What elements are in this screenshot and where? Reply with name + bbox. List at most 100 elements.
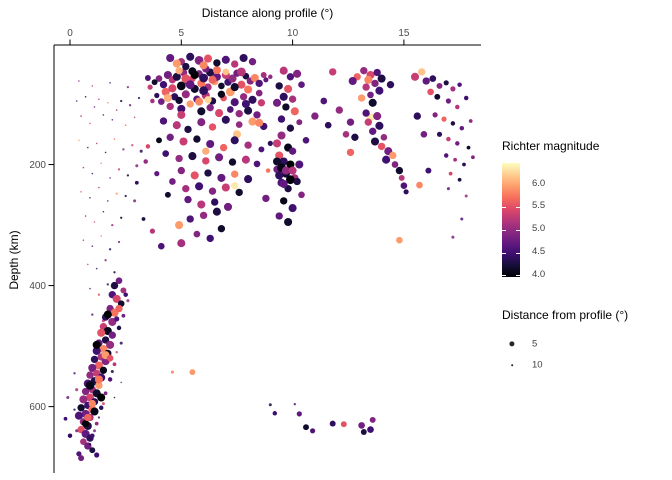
data-point (197, 200, 206, 209)
data-point (453, 157, 457, 162)
data-point (239, 93, 248, 101)
data-point (253, 160, 261, 168)
data-point (208, 75, 217, 84)
color-legend: Richter magnitude 6.0 5.5 5.0 4.5 4.0 (502, 139, 672, 300)
data-point (169, 178, 176, 185)
data-point (179, 137, 188, 146)
colorbar-tick-label: 5.5 (532, 200, 546, 212)
data-point (166, 102, 174, 111)
data-point (199, 73, 209, 83)
data-point (206, 104, 214, 112)
data-point (389, 151, 397, 160)
data-point (369, 416, 376, 423)
data-point (367, 91, 374, 99)
data-point (97, 328, 106, 337)
data-point (115, 192, 118, 195)
data-point (190, 171, 199, 180)
data-point (413, 112, 421, 120)
data-point (124, 124, 127, 126)
data-point (375, 121, 384, 130)
data-point (106, 354, 114, 362)
data-point (75, 429, 79, 433)
data-point (262, 194, 270, 203)
data-point (126, 174, 130, 177)
data-point (103, 391, 108, 396)
data-point (133, 199, 137, 203)
data-point (120, 216, 123, 219)
data-point (133, 116, 136, 119)
data-point (311, 112, 319, 120)
data-point (87, 146, 89, 149)
data-point (199, 86, 209, 96)
axis-lines (53, 44, 481, 473)
data-point (360, 429, 367, 435)
size-legend-label: 5 (532, 338, 538, 350)
data-point (215, 109, 224, 118)
data-point (244, 85, 253, 94)
data-point (89, 447, 96, 454)
data-point (459, 125, 465, 131)
data-point (427, 88, 434, 96)
data-point (377, 142, 386, 151)
data-point (226, 106, 234, 113)
data-point (147, 84, 153, 90)
data-point (445, 98, 451, 104)
data-point (425, 167, 432, 174)
data-point (221, 115, 230, 124)
data-point (218, 82, 225, 90)
data-point (279, 179, 288, 188)
data-point (222, 68, 230, 76)
colorbar-tick (516, 229, 520, 231)
size-legend: Distance from profile (°) 5 10 (502, 308, 672, 398)
data-point (255, 89, 263, 97)
data-point (441, 116, 447, 122)
data-point (244, 175, 253, 184)
data-point (329, 68, 337, 76)
data-point (272, 157, 282, 166)
data-point (443, 80, 449, 86)
data-point (369, 127, 377, 135)
data-point (155, 75, 163, 82)
data-point (217, 90, 226, 98)
data-point (396, 236, 403, 244)
data-point (185, 80, 195, 90)
data-point (346, 148, 355, 157)
y-tick-label: 200 (29, 160, 46, 171)
data-point (364, 118, 372, 126)
data-point (367, 426, 374, 433)
y-tick-label: 400 (29, 281, 46, 292)
data-point (181, 74, 191, 83)
data-point (84, 96, 87, 98)
data-point (149, 228, 155, 234)
data-point (126, 299, 130, 303)
data-point (166, 53, 175, 63)
data-point (78, 455, 85, 462)
data-point (186, 215, 194, 223)
colorbar-tick (502, 207, 506, 209)
data-point (175, 154, 183, 163)
data-point (455, 104, 460, 110)
data-point (248, 95, 257, 104)
x-tick-label: 10 (287, 28, 299, 39)
data-point (92, 346, 101, 355)
data-point (418, 68, 426, 76)
data-point (75, 388, 79, 392)
data-point (161, 87, 170, 96)
data-point (329, 420, 336, 427)
data-point (97, 416, 101, 419)
data-point (85, 381, 95, 390)
size-legend-label: 10 (532, 359, 543, 371)
data-point (257, 99, 266, 107)
data-point (460, 217, 464, 221)
data-point (298, 81, 305, 89)
data-point (230, 83, 239, 92)
data-point (113, 396, 116, 399)
data-point (219, 143, 228, 152)
data-point (92, 340, 101, 349)
data-point (448, 171, 453, 176)
data-point (215, 153, 224, 162)
data-point (284, 217, 293, 227)
data-point (282, 103, 290, 111)
data-point (199, 61, 208, 70)
data-point (193, 230, 201, 238)
